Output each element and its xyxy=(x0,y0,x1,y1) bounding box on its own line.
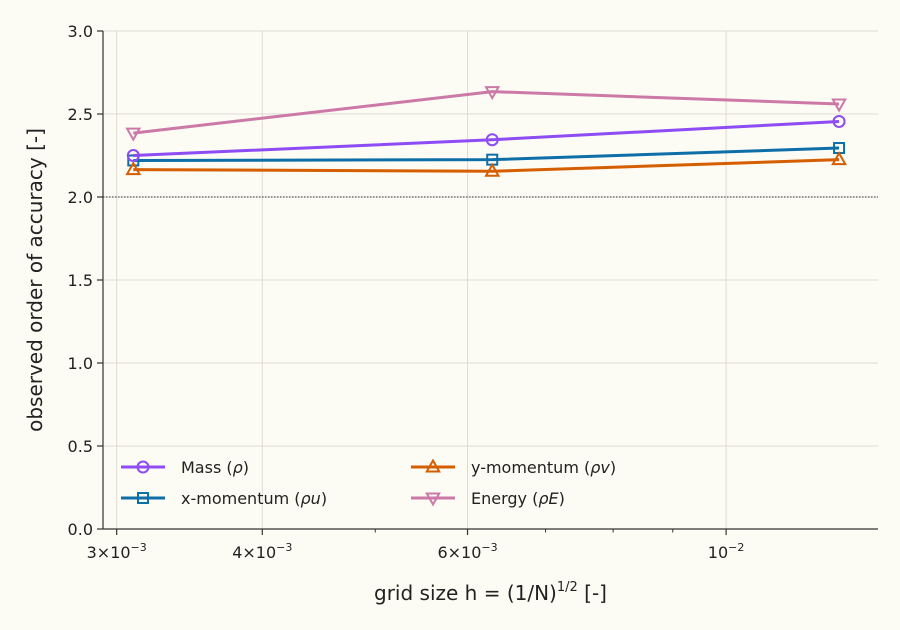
y-tick-label-1: 0.5 xyxy=(68,437,93,456)
legend-label: x-momentum (ρu) xyxy=(181,489,327,508)
y-tick-label-4: 2.0 xyxy=(68,188,93,207)
x-tick-mantissa: 3 xyxy=(87,543,97,562)
legend-label: y-momentum (ρv) xyxy=(471,458,616,477)
x-tick-label-1: 4×10−3 xyxy=(232,541,292,562)
x-axis-label: grid size h = (1/N)1/2 [-] xyxy=(374,580,607,605)
legend-name: Mass ( xyxy=(181,458,233,477)
data-point xyxy=(831,98,847,113)
x-tick-label-0: 3×10−3 xyxy=(87,541,147,562)
legend-item-y-momentum: y-momentum (ρv) xyxy=(411,458,616,477)
x-tick-exponent: −3 xyxy=(481,541,497,554)
data-point xyxy=(831,151,847,166)
x-axis-label-main: grid size h = (1/N) xyxy=(374,581,557,605)
legend-symbol: ρ xyxy=(233,458,243,477)
x-tick-label-2: 6×10−3 xyxy=(437,541,497,562)
legend-label: Mass (ρ) xyxy=(181,458,249,477)
legend-close: ) xyxy=(559,489,565,508)
x-tick-exponent: −3 xyxy=(276,541,292,554)
x-tick-times: × xyxy=(448,543,461,562)
series-line-y-momentum xyxy=(133,158,840,173)
x-tick-base: 10 xyxy=(110,543,130,562)
x-tick-base: 10 xyxy=(256,543,276,562)
y-tick-label-3: 1.5 xyxy=(68,271,93,290)
x-axis-label-exponent: 1/2 xyxy=(557,580,578,595)
legend-item-mass: Mass (ρ) xyxy=(121,458,249,477)
series-line-mass xyxy=(133,119,840,157)
legend-close: ) xyxy=(321,489,327,508)
legend-label: Energy (ρE) xyxy=(471,489,565,508)
data-point xyxy=(125,161,142,176)
legend-marker xyxy=(136,460,150,474)
legend-marker xyxy=(425,492,441,507)
data-point xyxy=(126,149,140,162)
legend-name: y-momentum ( xyxy=(471,458,590,477)
y-tick-label-5: 2.5 xyxy=(68,105,93,124)
series-energy xyxy=(125,86,847,142)
series-y-momentum xyxy=(125,151,847,177)
x-axis-label-suffix: [-] xyxy=(578,581,607,605)
legend-name: Energy ( xyxy=(471,489,538,508)
data-point xyxy=(484,86,501,101)
legend-symbol: ρu xyxy=(301,489,321,508)
y-tick-label-6: 3.0 xyxy=(68,22,93,41)
legend-item-energy: Energy (ρE) xyxy=(411,489,565,508)
data-point xyxy=(832,114,846,128)
legend-close: ) xyxy=(243,458,249,477)
y-tick-label-0: 0.0 xyxy=(68,520,93,539)
x-tick-mantissa: 4 xyxy=(232,543,242,562)
legend-close: ) xyxy=(610,458,616,477)
legend-marker xyxy=(425,458,441,473)
legend-marker xyxy=(137,492,149,504)
series-mass xyxy=(126,114,846,162)
y-tick-label-2: 1.0 xyxy=(68,354,93,373)
x-tick-mantissa: 6 xyxy=(437,543,447,562)
x-tick-times: × xyxy=(97,543,110,562)
x-tick-times: × xyxy=(242,543,255,562)
legend-symbol: ρv xyxy=(590,458,610,477)
series-line-x-momentum xyxy=(133,146,840,162)
y-axis-label: observed order of accuracy [-] xyxy=(23,128,47,432)
legend-item-x-momentum: x-momentum (ρu) xyxy=(121,489,327,508)
data-point xyxy=(484,162,501,177)
x-tick-base: 10 xyxy=(461,543,481,562)
data-point xyxy=(485,133,499,147)
x-tick-exponent: −2 xyxy=(728,541,744,554)
data-point xyxy=(125,127,142,142)
legend-name: x-momentum ( xyxy=(181,489,301,508)
series-line-energy xyxy=(133,90,840,135)
x-tick-exponent: −3 xyxy=(131,541,147,554)
legend-symbol: ρE xyxy=(538,489,559,508)
x-tick-label-3: 10−2 xyxy=(708,541,745,562)
x-tick-base: 10 xyxy=(708,543,728,562)
